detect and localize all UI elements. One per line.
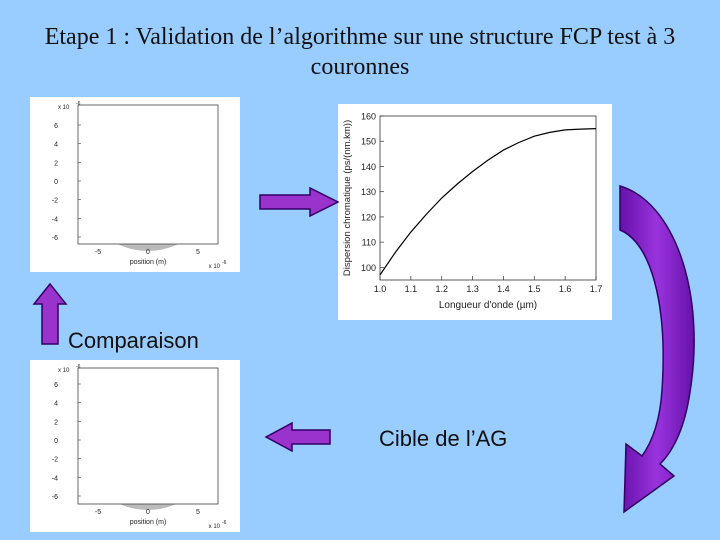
x-tick-label: -5 [95, 249, 101, 256]
y-tick-label: 2 [54, 419, 58, 426]
y-tick-label: -4 [52, 216, 58, 223]
x-exponent: -6 [222, 520, 227, 526]
x-axis-label: position (m) [130, 519, 167, 526]
dispersion-series-line [379, 128, 597, 276]
plot-frame [77, 104, 219, 245]
y-tick-label: 150 [361, 137, 376, 147]
x-tick-label: 5 [196, 249, 200, 256]
y-tick-label: -2 [52, 198, 58, 205]
y-tick-label: -6 [52, 494, 58, 501]
y-exponent-label: x 10 [58, 368, 70, 374]
x-tick-label: 1.2 [435, 284, 448, 294]
y-tick-label: 6 [54, 382, 58, 389]
y-tick-label: 140 [361, 162, 376, 172]
x-axis-label: position (m) [130, 259, 167, 266]
x-tick-label: 5 [196, 509, 200, 516]
x-tick-label: 1.3 [466, 284, 479, 294]
x-tick-label: 1.1 [405, 284, 418, 294]
y-tick-label: 100 [361, 263, 376, 273]
x-tick-label: 0 [146, 249, 150, 256]
curved-arrow-icon [619, 184, 695, 514]
cible-label: Cible de l’AG [379, 426, 508, 451]
up-arrow-icon [32, 282, 68, 345]
y-tick-label: 160 [361, 112, 376, 122]
y-tick-label: 130 [361, 187, 376, 197]
y-exponent: -6 [76, 364, 81, 370]
y-tick-label: -2 [52, 457, 58, 464]
y-tick-label: 0 [54, 179, 58, 186]
dispersion-chart: 100 110 120 130 140 150 160 1.0 1.1 1.2 1.3 1.4 1.5 1… [338, 104, 612, 320]
y-axis-label: Dispersion chromatique (ps/(nm.km)) [342, 120, 353, 276]
plot-frame [77, 367, 219, 505]
x-tick-label: 1.7 [590, 284, 603, 294]
y-exponent-label: x 10 [58, 105, 70, 111]
x-tick-label: 1.5 [528, 284, 541, 294]
fiber-structure-plot-bottom: 6 4 2 0 -2 -4 -6 -5 0 5 x 10 -6 position (m) x 10 -6 [30, 360, 240, 532]
x-exponent: -6 [222, 260, 227, 266]
y-exponent: -6 [76, 101, 81, 107]
slide-title: Etape 1 : Validation de l’algorithme sur… [44, 24, 676, 80]
y-tick-label: 6 [54, 123, 58, 130]
x-tick-label: 1.0 [374, 284, 387, 294]
left-arrow-icon [264, 421, 331, 453]
y-tick-label: 2 [54, 160, 58, 167]
x-exponent-label: x 10 [209, 264, 221, 270]
x-axis-label: Longueur d'onde (µm) [439, 300, 537, 311]
y-tick-label: 4 [54, 142, 58, 149]
y-tick-label: 0 [54, 438, 58, 445]
y-tick-label: 4 [54, 401, 58, 408]
y-tick-label: 110 [362, 238, 376, 248]
dispersion-chart-svg: 100 110 120 130 140 150 160 1.0 1.1 1.2 1.3 1.4 1.5 1… [342, 112, 603, 312]
y-tick-label: -6 [52, 235, 58, 242]
x-exponent-label: x 10 [209, 524, 221, 530]
fiber-structure-plot-top: 6 4 2 0 -2 -4 -6 -5 0 5 x 10 -6 position (m) x 10 -6 [30, 97, 240, 272]
x-tick-label: 0 [146, 509, 150, 516]
y-tick-label: -4 [52, 475, 58, 482]
x-tick-label: 1.6 [559, 284, 572, 294]
right-arrow-icon [259, 186, 340, 218]
comparaison-label: Comparaison [68, 328, 199, 353]
x-tick-label: 1.4 [497, 284, 510, 294]
y-tick-label: 120 [361, 212, 376, 222]
x-tick-label: -5 [95, 509, 101, 516]
chart-frame [379, 115, 597, 281]
